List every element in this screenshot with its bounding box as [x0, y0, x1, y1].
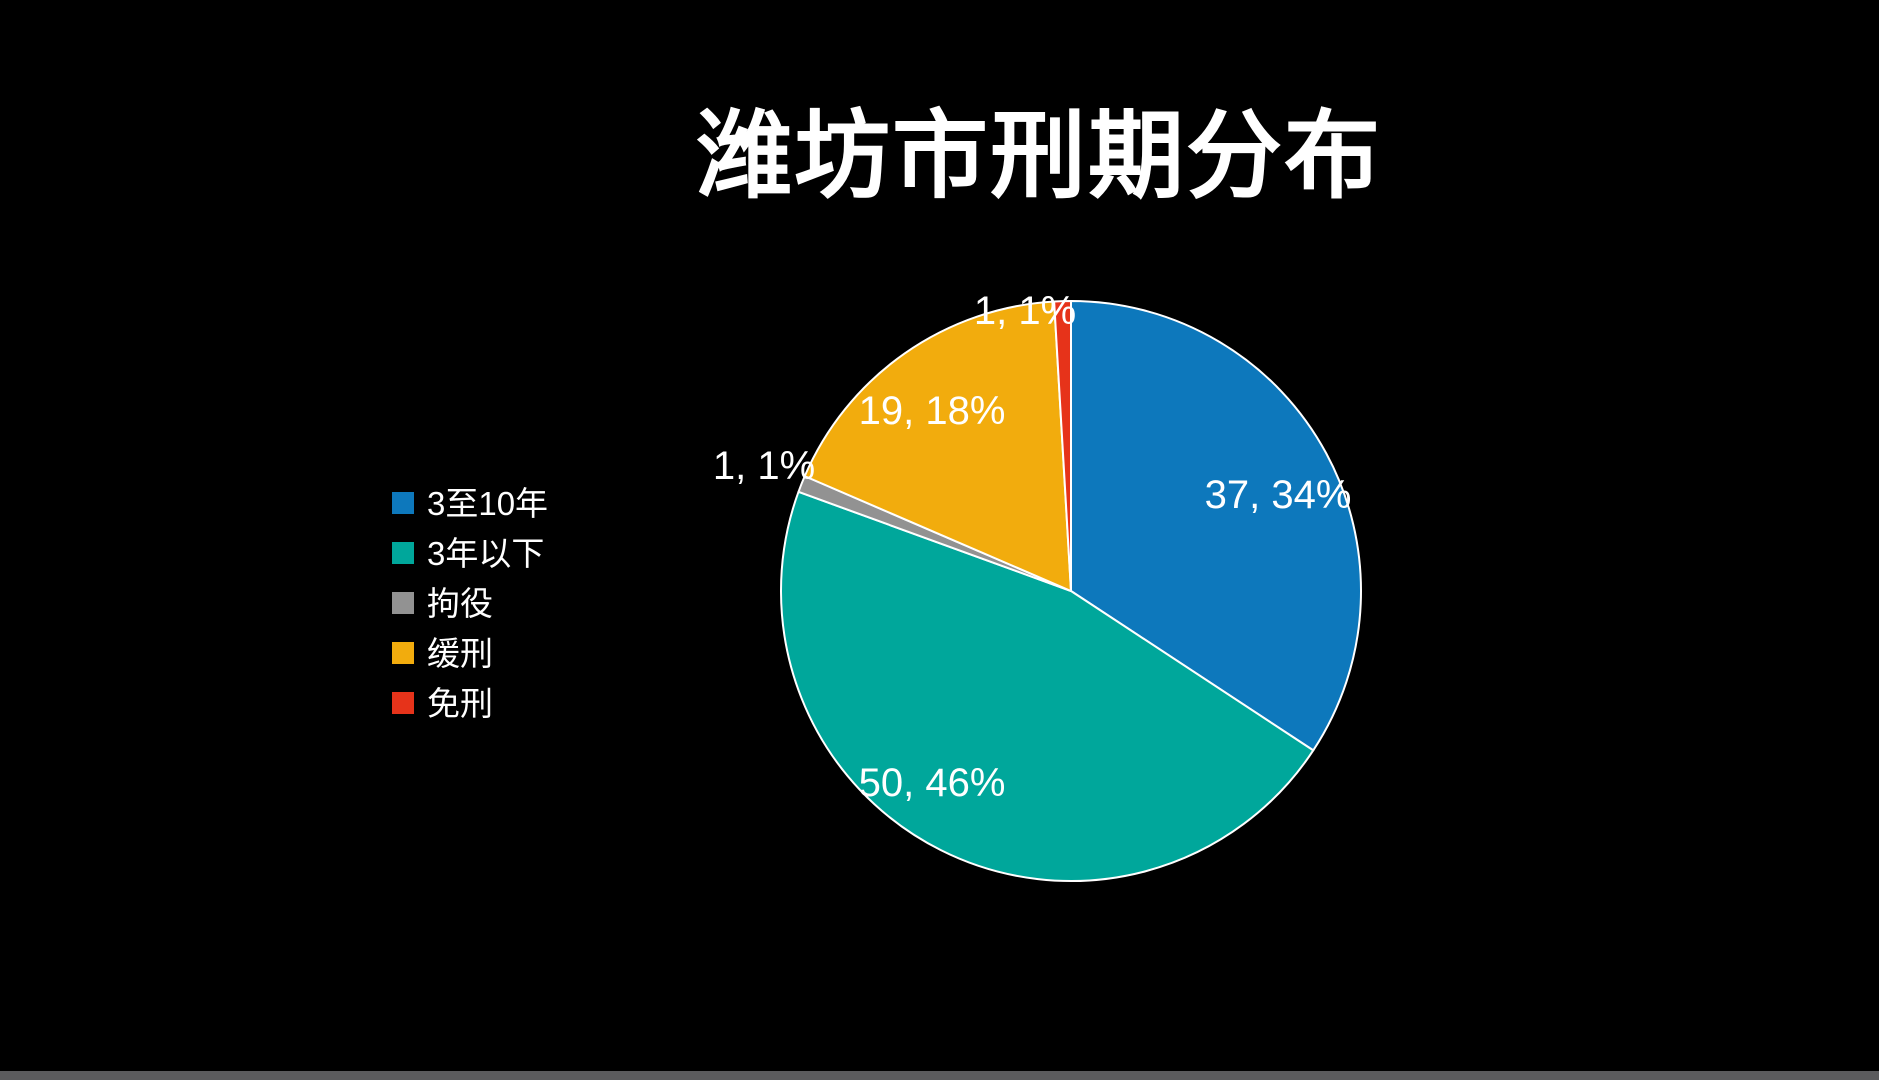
legend-swatch-icon	[392, 542, 414, 564]
slice-label-4: 19, 18%	[858, 389, 1006, 433]
legend-swatch-icon	[392, 492, 414, 514]
pie-slice-4	[803, 300, 1072, 592]
chart-title: 潍坊市刑期分布	[696, 103, 1382, 210]
slice-label-3: 1, 1%	[712, 444, 816, 488]
legend-swatch-icon	[392, 692, 414, 714]
legend-item-4: 缓刑	[392, 628, 548, 678]
legend-label: 免刑	[427, 684, 493, 722]
legend-label: 3至10年	[427, 484, 549, 522]
slice-label-5: 1, 1%	[973, 289, 1077, 333]
pie-slice-5	[1053, 299, 1072, 592]
pie-slice-2	[780, 490, 1315, 882]
chart-legend: 3至10年 3年以下拘役缓刑免刑	[392, 478, 548, 728]
legend-swatch-icon	[392, 642, 414, 664]
legend-swatch-icon	[392, 592, 414, 614]
legend-label: 缓刑	[427, 634, 493, 672]
legend-label: 3年以下	[427, 534, 545, 572]
horizontal-scrollbar[interactable]	[0, 1071, 1879, 1080]
legend-label: 拘役	[427, 584, 493, 622]
legend-item-3: 拘役	[392, 578, 548, 628]
slice-label-2: 50, 46%	[858, 761, 1006, 805]
legend-item-5: 免刑	[392, 678, 548, 728]
legend-item-1: 3至10年	[392, 478, 548, 528]
slice-label-1: 37, 34%	[1204, 473, 1352, 517]
legend-item-2: 3年以下	[392, 528, 548, 578]
